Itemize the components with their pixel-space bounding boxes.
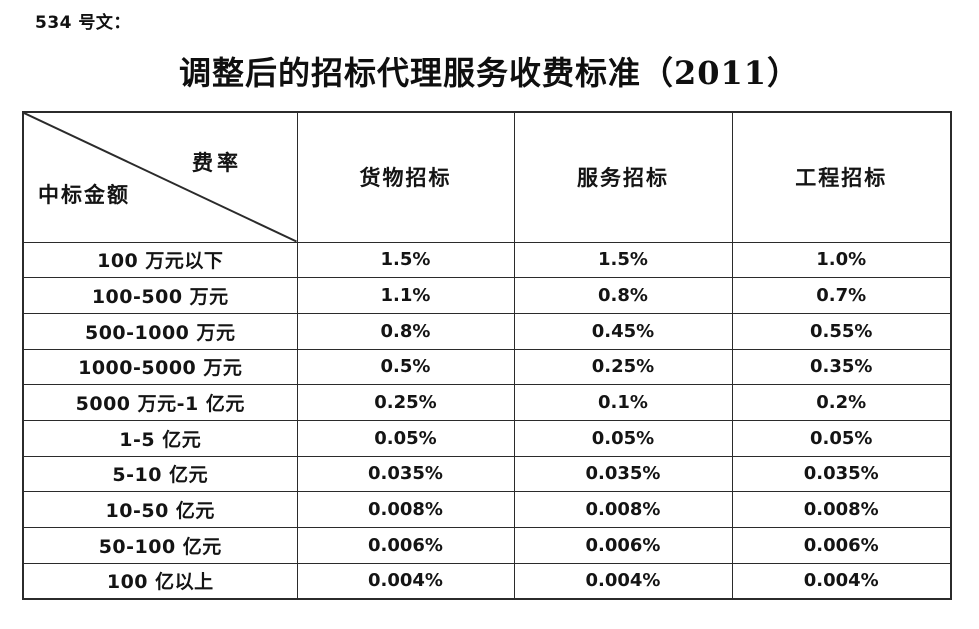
rate-value-cell: 0.008% <box>513 491 733 528</box>
row-label-amount-range: 1000-5000 万元 <box>22 348 298 386</box>
column-header-services: 服务招标 <box>513 111 733 243</box>
rate-value-cell: 0.006% <box>296 527 515 564</box>
rate-value-cell: 0.008% <box>731 491 952 528</box>
row-label-amount-range: 500-1000 万元 <box>22 312 298 350</box>
doc-number-label: 534 号文： <box>35 13 131 33</box>
rate-value-cell: 0.006% <box>513 527 733 564</box>
row-label-amount-range: 50-100 亿元 <box>22 527 298 564</box>
rate-value-cell: 0.7% <box>731 277 952 314</box>
table-row: 10-50 亿元 0.008% 0.008% 0.008% <box>22 491 952 528</box>
rate-value-cell: 0.05% <box>731 419 952 457</box>
table-row: 1000-5000 万元 0.5% 0.25% 0.35% <box>22 348 952 386</box>
table-row: 5000 万元-1 亿元 0.25% 0.1% 0.2% <box>22 384 952 421</box>
rate-value-cell: 1.0% <box>731 241 952 279</box>
rate-value-cell: 0.035% <box>296 455 515 493</box>
corner-label-amount: 中标金额 <box>38 182 130 207</box>
rate-value-cell: 0.25% <box>513 348 733 386</box>
row-label-amount-range: 10-50 亿元 <box>22 491 298 528</box>
rate-value-cell: 0.05% <box>513 419 733 457</box>
page-title: 调整后的招标代理服务收费标准（2011） <box>178 54 801 92</box>
table-row: 50-100 亿元 0.006% 0.006% 0.006% <box>22 527 952 564</box>
rate-value-cell: 0.1% <box>513 384 733 421</box>
rate-value-cell: 0.004% <box>513 562 733 600</box>
rate-value-cell: 0.8% <box>513 277 733 314</box>
table-header-row: 费率 中标金额 货物招标 服务招标 工程招标 <box>22 111 952 243</box>
table-row: 1-5 亿元 0.05% 0.05% 0.05% <box>22 419 952 457</box>
table-row: 5-10 亿元 0.035% 0.035% 0.035% <box>22 455 952 493</box>
row-label-amount-range: 100 万元以下 <box>22 241 298 279</box>
rate-value-cell: 0.035% <box>731 455 952 493</box>
row-label-amount-range: 1-5 亿元 <box>22 419 298 457</box>
table-row: 100 万元以下 1.5% 1.5% 1.0% <box>22 241 952 279</box>
rate-value-cell: 0.035% <box>513 455 733 493</box>
table-row: 100-500 万元 1.1% 0.8% 0.7% <box>22 277 952 314</box>
rate-value-cell: 0.35% <box>731 348 952 386</box>
rate-value-cell: 0.004% <box>731 562 952 600</box>
rate-value-cell: 0.2% <box>731 384 952 421</box>
rate-value-cell: 1.1% <box>296 277 515 314</box>
rate-value-cell: 0.25% <box>296 384 515 421</box>
rate-value-cell: 0.8% <box>296 312 515 350</box>
rate-value-cell: 1.5% <box>513 241 733 279</box>
corner-cell: 费率 中标金额 <box>22 111 298 243</box>
corner-label-rate: 费率 <box>192 150 242 175</box>
rate-value-cell: 0.004% <box>296 562 515 600</box>
rate-value-cell: 0.55% <box>731 312 952 350</box>
rate-value-cell: 0.5% <box>296 348 515 386</box>
row-label-amount-range: 100 亿以上 <box>22 562 298 600</box>
diagonal-divider-line <box>24 113 297 242</box>
fee-table: 费率 中标金额 货物招标 服务招标 工程招标 100 万元以下 1.5% 1.5% 1… <box>22 111 952 600</box>
rate-value-cell: 0.006% <box>731 527 952 564</box>
table-body: 100 万元以下 1.5% 1.5% 1.0% 100-500 万元 1.1% 0.8% 0.… <box>22 241 952 600</box>
column-header-engineering: 工程招标 <box>731 111 952 243</box>
table-row: 500-1000 万元 0.8% 0.45% 0.55% <box>22 312 952 350</box>
row-label-amount-range: 100-500 万元 <box>22 277 298 314</box>
rate-value-cell: 0.45% <box>513 312 733 350</box>
row-label-amount-range: 5000 万元-1 亿元 <box>22 384 298 421</box>
rate-value-cell: 1.5% <box>296 241 515 279</box>
column-header-goods: 货物招标 <box>296 111 515 243</box>
rate-value-cell: 0.05% <box>296 419 515 457</box>
row-label-amount-range: 5-10 亿元 <box>22 455 298 493</box>
rate-value-cell: 0.008% <box>296 491 515 528</box>
table-row: 100 亿以上 0.004% 0.004% 0.004% <box>22 562 952 600</box>
